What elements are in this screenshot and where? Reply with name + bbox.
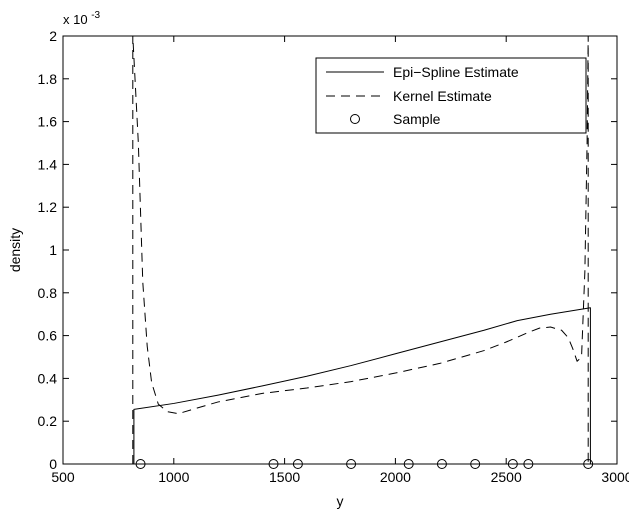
x-tick-label: 2500 <box>491 469 522 485</box>
x-tick-label: 500 <box>51 469 75 485</box>
legend-label-epi-spline: Epi−Spline Estimate <box>393 64 519 80</box>
legend-swatch-sample <box>350 114 360 124</box>
y-exponent-label: x 10 -3 <box>63 10 101 27</box>
y-tick-label: 0.4 <box>38 370 58 386</box>
y-exponent-power: -3 <box>91 10 100 21</box>
y-exponent-base: x 10 <box>63 12 88 27</box>
y-tick-label: 1.2 <box>38 199 58 215</box>
legend-label-kernel: Kernel Estimate <box>393 88 492 104</box>
series-layer <box>132 35 591 464</box>
x-axis-label: y <box>337 493 344 509</box>
x-axis-ticks: 500 1000 1500 2000 2500 3000 <box>51 36 629 485</box>
legend: Epi−Spline Estimate Kernel Estimate Samp… <box>315 57 587 134</box>
x-tick-label: 1500 <box>269 469 300 485</box>
y-tick-label: 0 <box>49 456 57 472</box>
x-tick-label: 1000 <box>158 469 189 485</box>
x-tick-label: 2000 <box>380 469 411 485</box>
kernel-estimate-line <box>132 35 589 464</box>
y-tick-label: 0.2 <box>38 413 58 429</box>
epi-spline-line <box>133 307 591 464</box>
y-axis-label: density <box>7 228 23 272</box>
legend-label-sample: Sample <box>393 111 441 127</box>
y-axis-ticks: 0 0.2 0.4 0.6 0.8 1 1.2 1.4 1.6 1.8 2 <box>38 28 617 472</box>
y-tick-label: 0.6 <box>38 328 58 344</box>
y-tick-label: 1.6 <box>38 114 58 130</box>
y-tick-label: 1.4 <box>38 156 58 172</box>
x-tick-label: 3000 <box>601 469 629 485</box>
y-tick-label: 1 <box>49 242 57 258</box>
y-tick-label: 0.8 <box>38 285 58 301</box>
y-tick-label: 1.8 <box>38 71 58 87</box>
y-tick-label: 2 <box>49 28 57 44</box>
